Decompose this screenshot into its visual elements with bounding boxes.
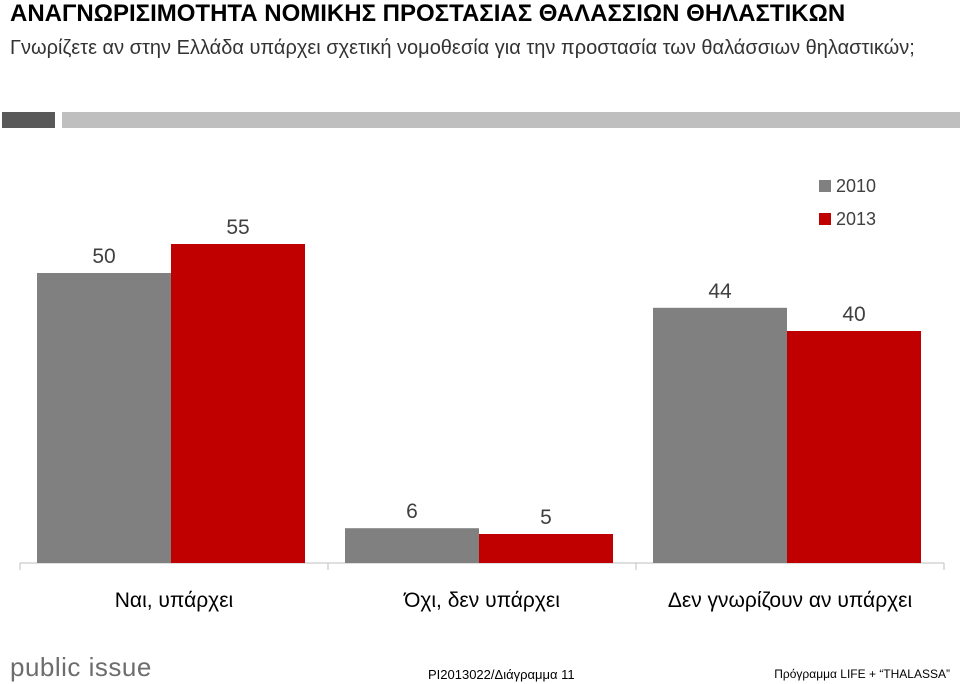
category-label: Όχι, δεν υπάρχει bbox=[403, 589, 560, 612]
bar-2010-3 bbox=[653, 307, 787, 563]
data-label: 5 bbox=[540, 506, 552, 529]
legend-label: 2013 bbox=[836, 209, 876, 229]
program-credit: Πρόγραμμα LIFE + “THALASSA” bbox=[774, 667, 950, 681]
bar-chart: 50 55 Ναι, υπάρχει 6 5 Όχι, δεν υπάρχει 44 40 Δε… bbox=[19, 176, 945, 612]
header-band-light bbox=[62, 112, 960, 128]
data-label: 55 bbox=[226, 216, 249, 239]
category-label: Ναι, υπάρχει bbox=[115, 589, 234, 612]
survey-question: Γνωρίζετε αν στην Ελλάδα υπάρχει σχετική… bbox=[10, 37, 915, 59]
legend-label: 2010 bbox=[836, 176, 876, 196]
bar-2013-1 bbox=[171, 244, 305, 563]
legend-swatch-2010 bbox=[819, 180, 831, 192]
header-band-dark bbox=[2, 112, 55, 128]
data-label: 40 bbox=[842, 303, 865, 326]
data-label: 44 bbox=[708, 280, 732, 303]
chart-reference-code: PI2013022/Διάγραμμα 11 bbox=[428, 667, 575, 682]
page-title: ΑΝΑΓΝΩΡΙΣΙΜΟΤΗΤΑ ΝΟΜΙΚΗΣ ΠΡΟΣΤΑΣΙΑΣ ΘΑΛΑ… bbox=[10, 0, 846, 27]
public-issue-logo: public issue bbox=[10, 652, 152, 682]
data-label: 50 bbox=[92, 245, 115, 268]
bar-2013-2 bbox=[479, 534, 613, 563]
legend-swatch-2013 bbox=[819, 213, 831, 225]
bar-2010-1 bbox=[37, 273, 171, 563]
bar-2010-2 bbox=[345, 528, 479, 563]
category-label: Δεν γνωρίζουν αν υπάρχει bbox=[668, 589, 913, 612]
bar-2013-3 bbox=[787, 331, 921, 563]
data-label: 6 bbox=[406, 500, 418, 523]
